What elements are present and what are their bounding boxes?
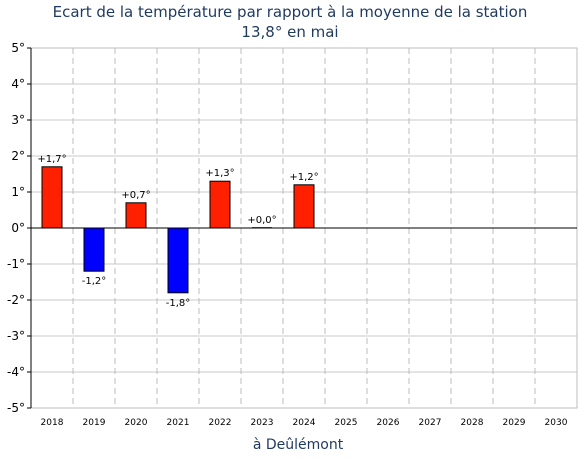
bars xyxy=(41,166,315,294)
x-tick-label: 2020 xyxy=(125,418,148,428)
bar xyxy=(293,184,315,229)
y-tick-label: -5° xyxy=(7,401,25,415)
x-tick-label: 2028 xyxy=(461,418,484,428)
x-tick-label: 2018 xyxy=(41,418,64,428)
y-tick-label: 4° xyxy=(11,77,25,91)
bar-data-label: +0,7° xyxy=(121,190,150,201)
y-tick-label: -2° xyxy=(7,293,25,307)
y-tick-label: 3° xyxy=(11,113,25,127)
bar-data-label: +1,7° xyxy=(37,154,66,165)
bar-data-label: +0,0° xyxy=(247,215,276,226)
x-tick-label: 2022 xyxy=(209,418,232,428)
bar-data-label: +1,2° xyxy=(289,172,318,183)
chart-subtitle: 13,8° en mai xyxy=(241,23,338,41)
y-tick-label: 1° xyxy=(11,185,25,199)
bar xyxy=(41,166,63,229)
x-tick-label: 2021 xyxy=(167,418,190,428)
bar xyxy=(83,227,105,272)
y-tick-label: 0° xyxy=(11,221,25,235)
x-tick-label: 2027 xyxy=(419,418,442,428)
x-tick-label: 2029 xyxy=(503,418,526,428)
y-tick-label: -3° xyxy=(7,329,25,343)
chart-title: Ecart de la température par rapport à la… xyxy=(53,3,528,21)
x-tick-label: 2030 xyxy=(545,418,568,428)
bar-data-label: -1,8° xyxy=(166,298,191,309)
axes: 5° 4° 3° 2° 1° 0° -1° -2° -3° -4° -5° 2018 2019 2020 2… xyxy=(7,41,577,428)
x-tick-label: 2025 xyxy=(335,418,358,428)
x-tick-label: 2019 xyxy=(83,418,106,428)
bar-data-label: -1,2° xyxy=(82,276,107,287)
bar xyxy=(125,202,147,229)
bar xyxy=(209,180,231,229)
bar xyxy=(167,227,189,294)
y-tick-label: 2° xyxy=(11,149,25,163)
bar-data-label: +1,3° xyxy=(205,168,234,179)
x-tick-label: 2023 xyxy=(251,418,274,428)
y-tick-label: -1° xyxy=(7,257,25,271)
x-tick-label: 2026 xyxy=(377,418,400,428)
x-axis-label: à Deûlémont xyxy=(253,437,344,453)
x-tick-label: 2024 xyxy=(293,418,316,428)
y-tick-label: -4° xyxy=(7,365,25,379)
data-labels: +1,7° -1,2° +0,7° -1,8° +1,3° +0,0° +1,2° xyxy=(37,154,318,309)
y-tick-label: 5° xyxy=(11,41,25,55)
